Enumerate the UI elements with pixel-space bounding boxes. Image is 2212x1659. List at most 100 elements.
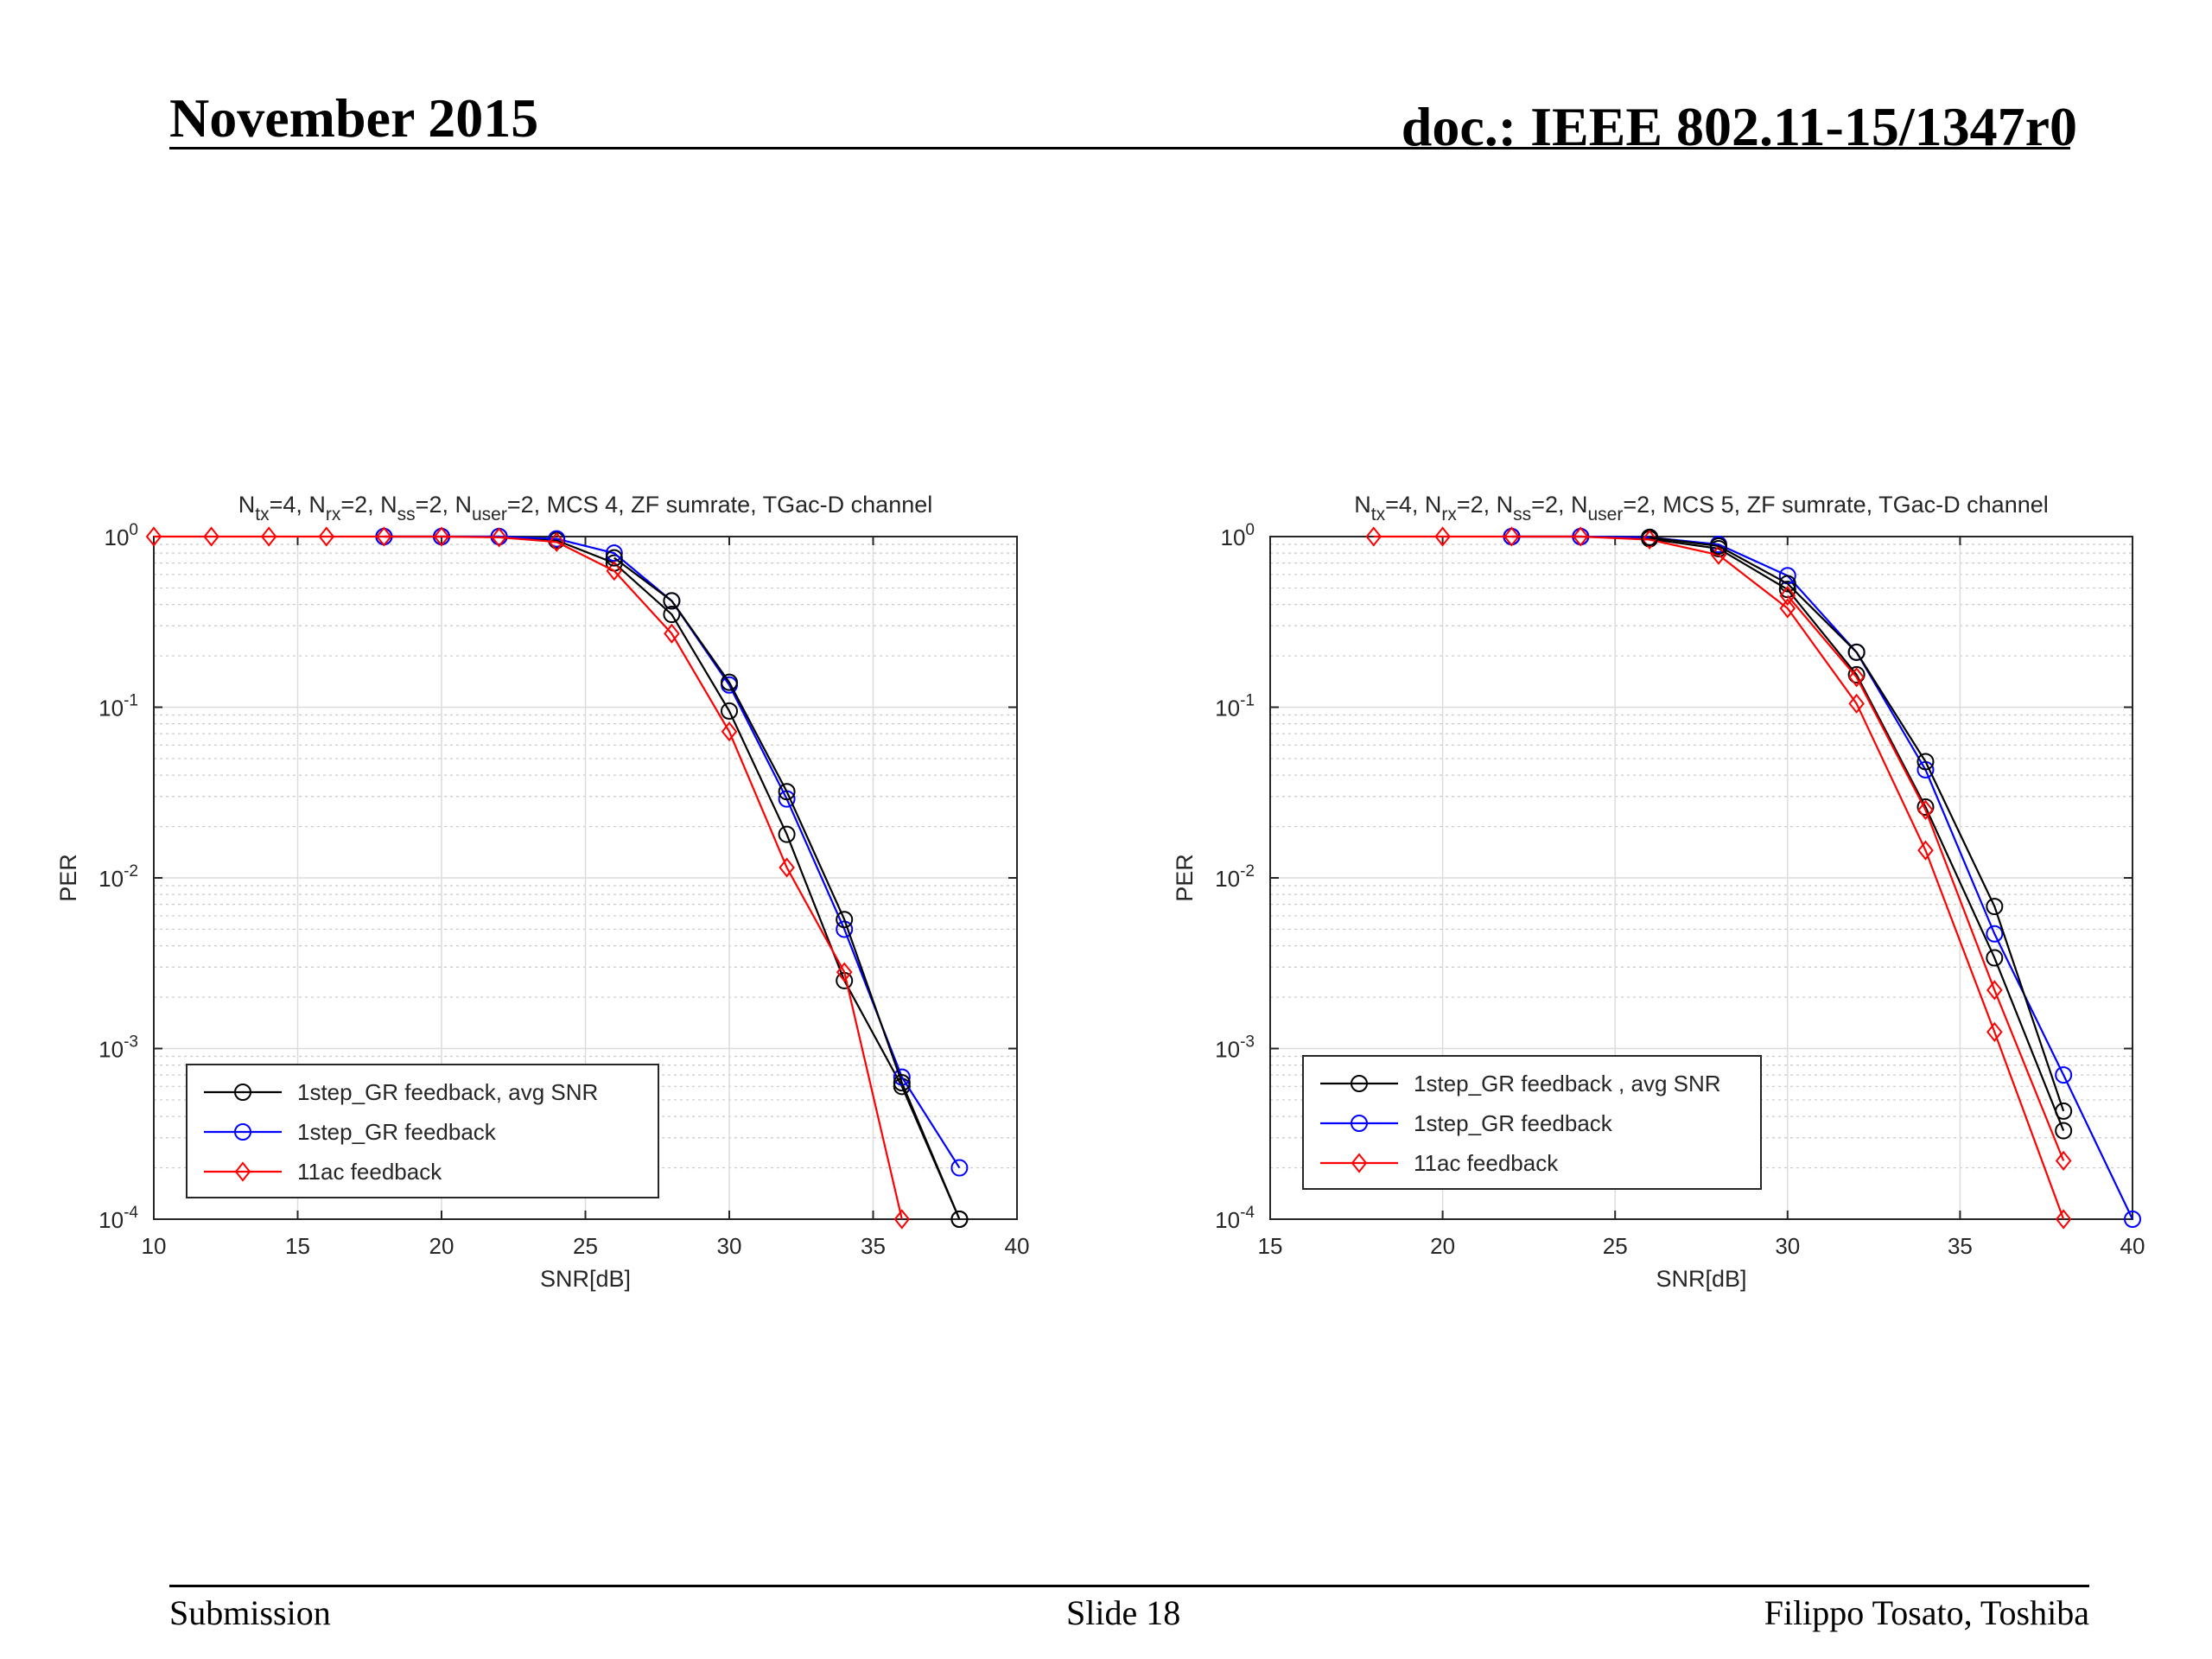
y-tick-label: 100 (105, 521, 139, 550)
data-point (1503, 526, 1520, 547)
legend-marker (1351, 1115, 1368, 1132)
series-line (1511, 535, 2133, 1220)
legend-label: 11ac feedback (297, 1159, 442, 1185)
data-point (663, 606, 681, 624)
x-tick-label: 10 (142, 1233, 167, 1259)
data-point (1365, 526, 1382, 547)
data-point (1778, 575, 1796, 593)
data-point (1709, 537, 1727, 555)
data-point (1779, 598, 1796, 619)
data-point (318, 526, 335, 547)
data-point (433, 526, 450, 547)
data-point (1986, 898, 2004, 916)
series-5 (1779, 585, 2072, 1171)
data-point (1848, 693, 1865, 714)
data-point (836, 962, 853, 982)
data-point (2124, 1211, 2141, 1228)
data-point (1986, 980, 2003, 1001)
data-point (1641, 529, 1658, 550)
x-tick-label: 40 (1005, 1233, 1030, 1259)
data-point (950, 1211, 969, 1228)
data-point (893, 1074, 911, 1092)
y-tick-label: 10-2 (1215, 862, 1255, 892)
chart-mcs5: 15 20 25 30 35 40 100 10-1 10-2 10-3 10-4 SNR[dB] PE… (1172, 492, 2145, 1292)
doc-number: doc.: IEEE 802.11-15/1347r0 (1401, 96, 2077, 157)
data-point (2055, 1102, 2073, 1120)
x-tick-label: 20 (429, 1233, 454, 1259)
data-point (721, 673, 738, 691)
legend-marker (234, 1084, 251, 1101)
legend: 1step_GR feedback, avg SNR 1step_GR feedb… (186, 1064, 659, 1198)
y-tick-label: 10-1 (1215, 692, 1255, 721)
legend-label: 1step_GR feedback, avg SNR (297, 1079, 598, 1105)
y-tick-label: 10-4 (99, 1204, 138, 1233)
footer-slide-number: Slide 18 (1066, 1593, 1181, 1632)
x-tick-label: 15 (285, 1233, 310, 1259)
data-point (950, 1159, 969, 1177)
data-point (2055, 1209, 2072, 1230)
data-point (778, 783, 796, 801)
legend-marker (1351, 1075, 1368, 1092)
series-line (1649, 536, 2065, 1112)
x-tick-label: 15 (1258, 1233, 1283, 1259)
series-3 (1365, 526, 2072, 1230)
legend-marker (234, 1123, 251, 1141)
chart-title: Ntx=4, Nrx=2, Nss=2, Nuser=2, MCS 4, ZF … (238, 492, 933, 524)
data-point (260, 526, 277, 547)
legend-label: 11ac feedback (1414, 1150, 1559, 1176)
data-point (1847, 643, 1866, 661)
data-point (145, 526, 162, 547)
data-point (606, 561, 623, 582)
x-tick-label: 30 (1775, 1233, 1800, 1259)
data-point (548, 531, 565, 552)
x-tick-label: 30 (717, 1233, 742, 1259)
footer-author: Filippo Tosato, Toshiba (1764, 1593, 2089, 1632)
data-point (1572, 526, 1589, 547)
data-point (664, 623, 680, 644)
data-point (2055, 1122, 2073, 1140)
series-3 (145, 526, 911, 1230)
data-point (1848, 667, 1865, 688)
y-tick-label: 100 (1221, 521, 1255, 550)
data-point (1916, 798, 1935, 817)
series-4 (605, 549, 969, 1228)
x-tick-label: 40 (2120, 1233, 2145, 1259)
data-point (721, 702, 738, 720)
slide-date: November 2015 (169, 87, 539, 149)
data-point (2055, 1066, 2073, 1084)
data-point (1916, 753, 1935, 771)
data-point (893, 1209, 911, 1230)
y-tick-label: 10-1 (99, 692, 138, 721)
y-axis-label: PER (1172, 854, 1198, 902)
legend: 1step_GR feedback , avg SNR 1step_GR feed… (1302, 1055, 1762, 1190)
data-point (1986, 1021, 2003, 1042)
x-tick-label: 20 (1430, 1233, 1455, 1259)
x-tick-label: 25 (573, 1233, 598, 1259)
y-tick-label: 10-2 (99, 862, 138, 892)
x-tick-label: 35 (861, 1233, 886, 1259)
data-point (1847, 665, 1866, 683)
data-point (778, 825, 796, 843)
x-tick-label: 35 (1948, 1233, 1973, 1259)
data-point (2055, 1150, 2072, 1171)
data-point (836, 911, 854, 929)
series-line (1373, 535, 2065, 1220)
legend-label: 1step_GR feedback (297, 1119, 497, 1145)
legend-label: 1step_GR feedback (1414, 1110, 1613, 1136)
y-axis-label: PER (55, 854, 81, 902)
legend-marker (234, 1161, 251, 1182)
x-tick-label: 25 (1603, 1233, 1628, 1259)
data-point (1641, 528, 1659, 546)
data-point (605, 549, 623, 567)
data-point (721, 721, 738, 742)
chart-title: Ntx=4, Nrx=2, Nss=2, Nuser=2, MCS 5, ZF … (1354, 492, 2049, 524)
series-4 (1641, 528, 2073, 1120)
x-axis-label: SNR[dB] (1656, 1266, 1746, 1292)
data-point (1917, 840, 1934, 861)
y-tick-label: 10-4 (1215, 1204, 1255, 1233)
footer-rule (169, 1585, 2089, 1587)
legend-label: 1step_GR feedback , avg SNR (1414, 1071, 1721, 1096)
data-point (203, 526, 219, 547)
x-axis-label: SNR[dB] (540, 1266, 631, 1292)
